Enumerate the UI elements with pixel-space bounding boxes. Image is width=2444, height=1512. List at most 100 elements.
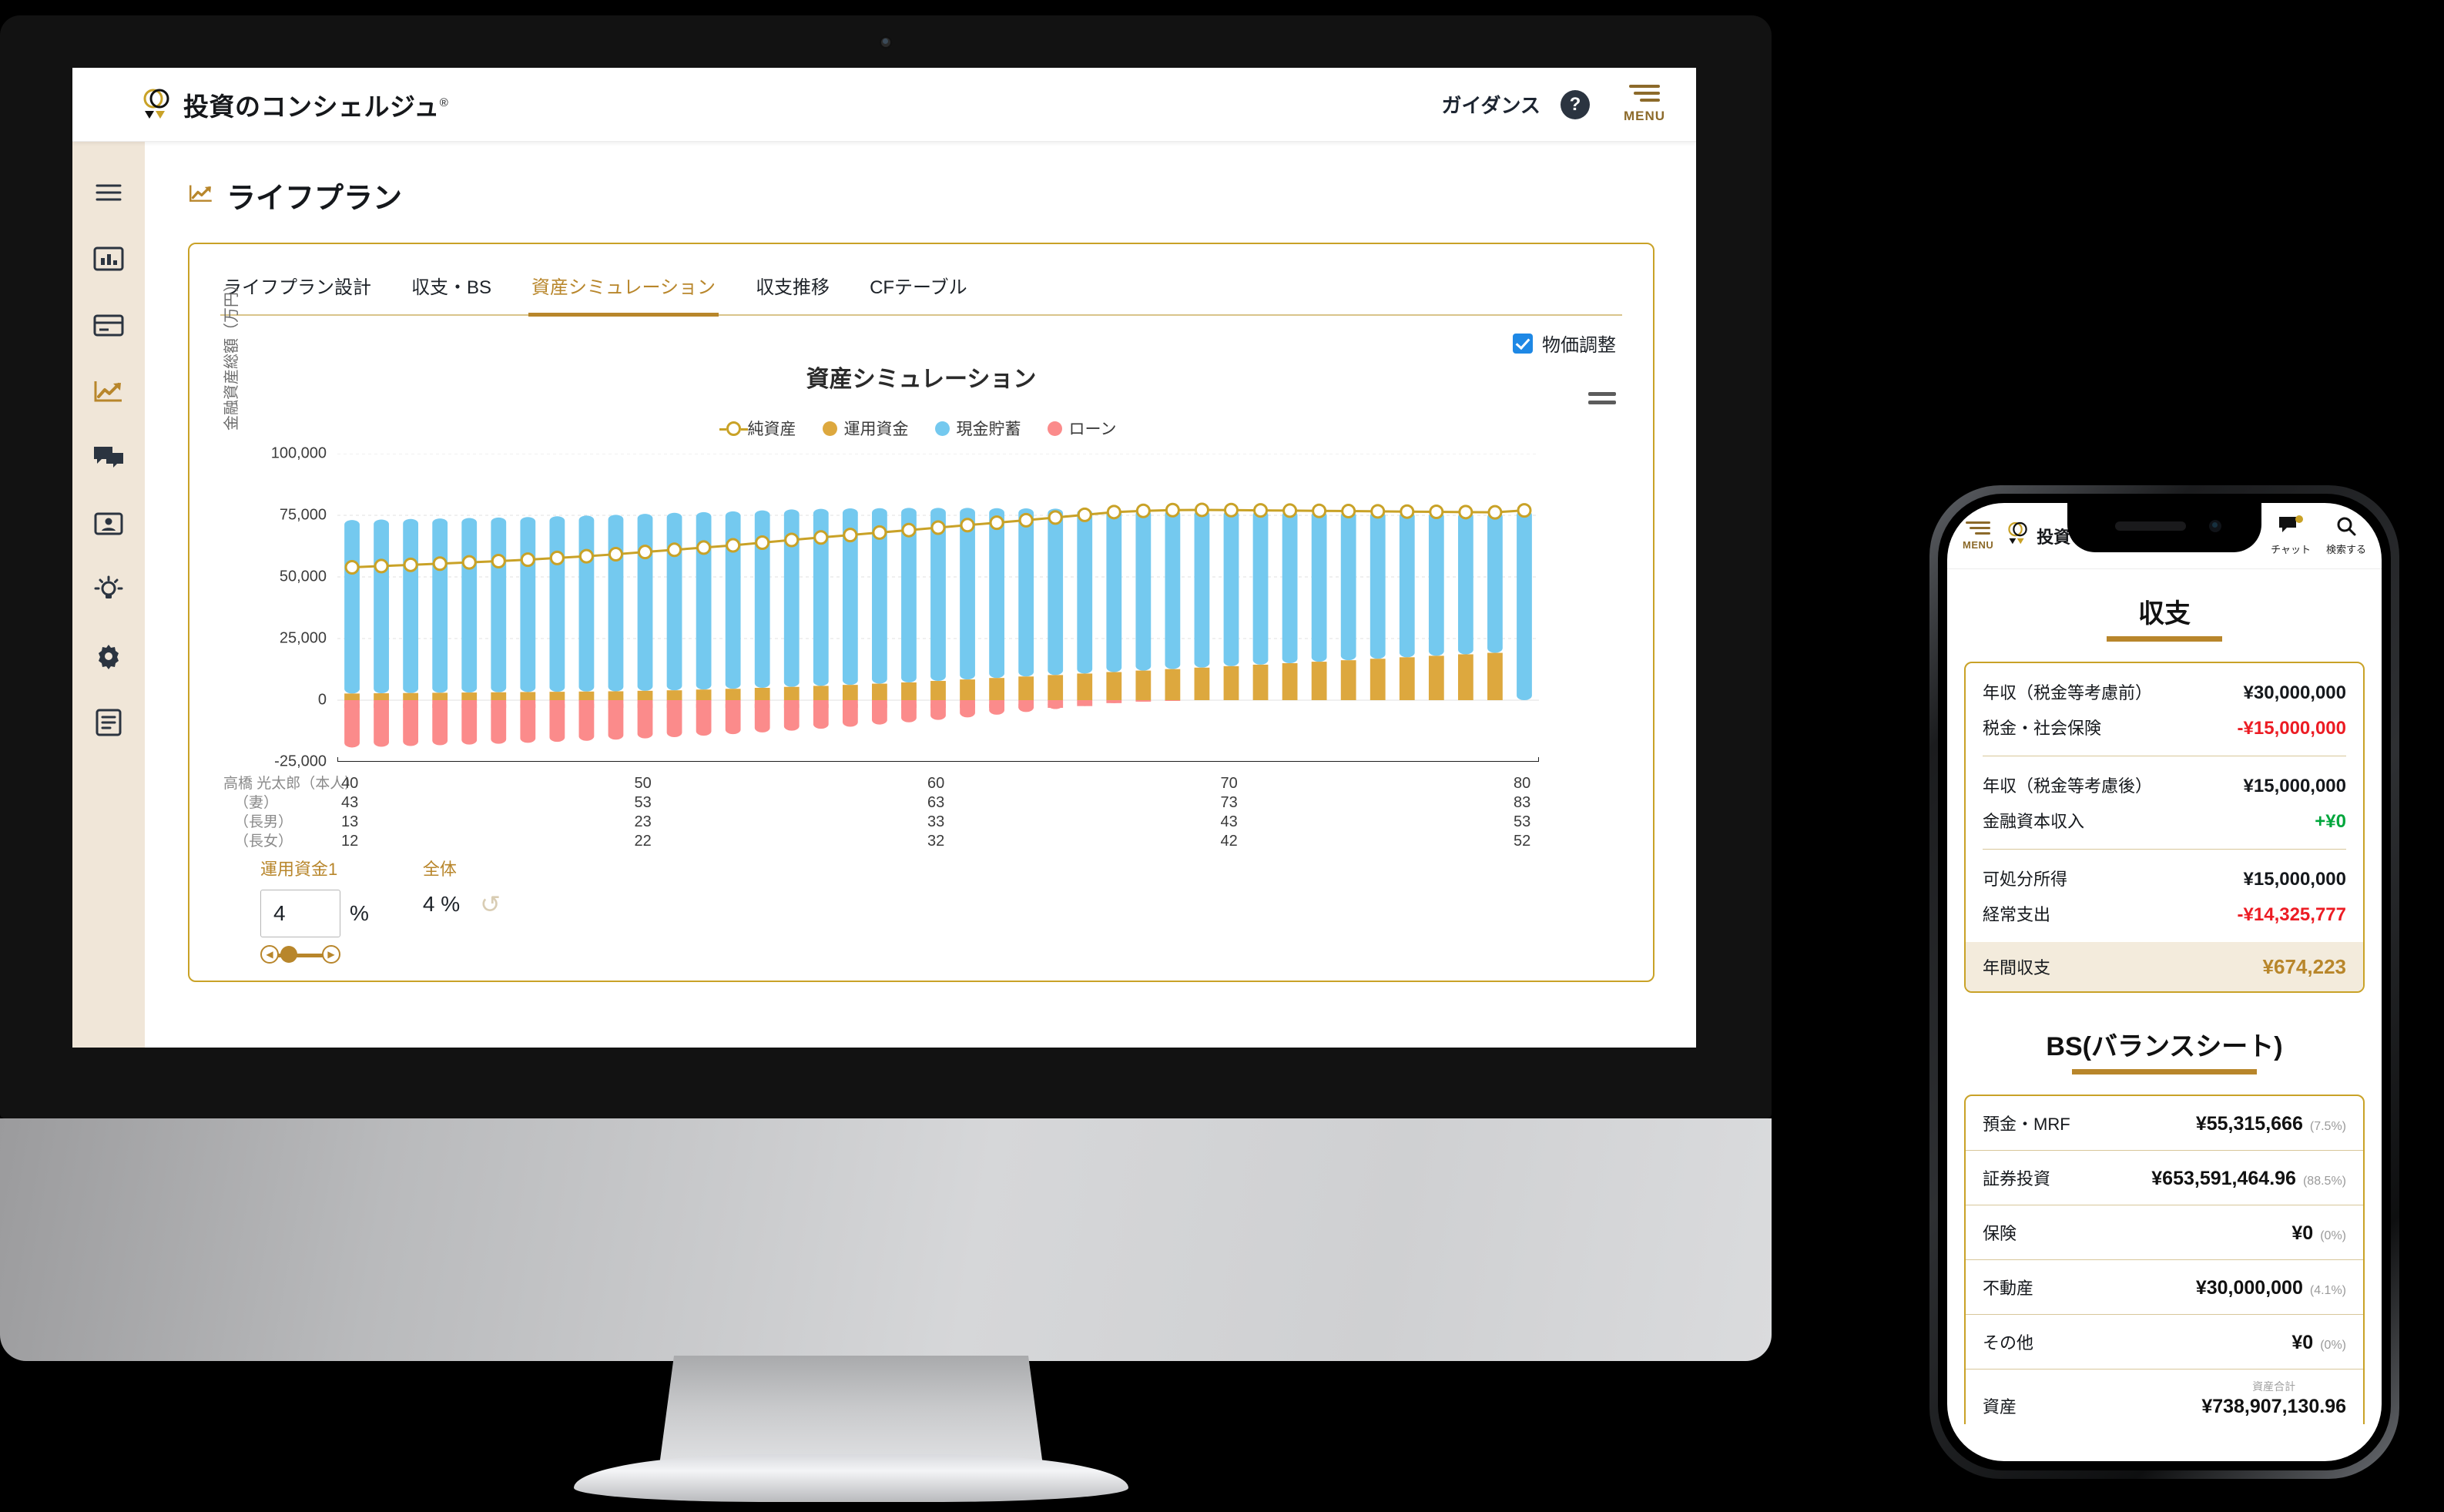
row-value: -¥15,000,000: [2237, 718, 2346, 739]
row-label: 可処分所得: [1983, 870, 2068, 889]
sidebar-item-accounts[interactable]: [92, 308, 126, 342]
line-marker-icon: [719, 421, 748, 436]
tab-asset-simulation[interactable]: 資産シミュレーション: [528, 264, 719, 317]
desktop-screen: 投資のコンシェルジュ® ガイダンス ? MENU: [72, 68, 1696, 1048]
row-label: 金融資本収入: [1983, 812, 2085, 831]
tab-bar: ライフプラン設計 収支・BS 資産シミュレーション 収支推移 CFテーブル: [220, 264, 1622, 317]
main-content: ライフプラン ライフプラン設計 収支・BS 資産シミュレーション 収支推移 CF…: [145, 142, 1696, 1048]
tab-cf-table[interactable]: CFテーブル: [870, 277, 967, 298]
age-value: 13: [341, 813, 359, 830]
legend-item-cash[interactable]: 現金貯蓄: [934, 417, 1021, 440]
mobile-body: 収支 年収（税金等考慮前） ¥30,000,000 税金・社会保険 -: [1947, 569, 2382, 1424]
desktop-monitor: 投資のコンシェルジュ® ガイダンス ? MENU: [0, 0, 1772, 1463]
title-underline: [2072, 1069, 2257, 1074]
simulation-panel: ライフプラン設計 収支・BS 資産シミュレーション 収支推移 CFテーブル 物価…: [188, 243, 1654, 982]
sidebar-item-documents[interactable]: [92, 706, 126, 739]
sidebar-item-dashboard[interactable]: [92, 242, 126, 276]
sidebar-item-ideas[interactable]: [92, 573, 126, 607]
row-value: ¥30,000,000: [2195, 1277, 2303, 1299]
bs-row: 保険 ¥0 (0%): [1966, 1205, 2363, 1259]
row-value: ¥653,591,464.96: [2151, 1168, 2296, 1189]
webcam-icon: [879, 35, 893, 49]
tab-lifeplan-design[interactable]: ライフプラン設計: [223, 277, 371, 298]
age-tick-column: 50 53 23 22: [635, 774, 652, 851]
income-row: 税金・社会保険 -¥15,000,000: [1983, 709, 2346, 745]
mobile-chat-button[interactable]: チャット: [2271, 515, 2311, 556]
sidebar-rail: [72, 142, 145, 1048]
hamburger-icon: [1628, 85, 1660, 106]
age-value: 50: [634, 775, 652, 792]
age-value: 22: [634, 833, 652, 850]
income-group-3: 可処分所得 ¥15,000,000 経常支出 -¥14,325,777: [1966, 850, 2363, 942]
page-title: ライフプラン: [188, 174, 1654, 216]
income-section-title: 収支: [2138, 599, 2191, 629]
slider-handle[interactable]: [280, 946, 297, 963]
row-value: ¥15,000,000: [2243, 776, 2346, 796]
help-icon[interactable]: ?: [1560, 89, 1590, 119]
row-value: +¥0: [2315, 811, 2346, 832]
row-label: その他: [1983, 1333, 2034, 1353]
age-tick-column: 80 83 53 52: [1514, 774, 1530, 851]
undo-icon[interactable]: ↺: [480, 890, 501, 918]
header-actions: ガイダンス ? MENU: [1441, 85, 1696, 124]
age-row-labels: 高橋 光太郎（本人） （妻） （長男） （長女）: [223, 774, 359, 851]
age-row-label: 高橋 光太郎（本人）: [223, 776, 360, 792]
divider: [1983, 849, 2346, 850]
monitor-chin: [0, 1118, 1772, 1361]
age-value: 70: [1220, 775, 1238, 792]
tab-income-bs[interactable]: 収支・BS: [411, 277, 492, 298]
fund-label: 運用資金1: [260, 860, 338, 879]
sidebar-item-profile[interactable]: [92, 507, 126, 541]
fund-rate-input[interactable]: 4: [260, 890, 340, 937]
y-axis-label: 金融資産総額（万円）: [223, 277, 240, 431]
age-value: 43: [341, 794, 359, 811]
age-tick-column: 60 63 33 32: [927, 774, 944, 851]
menu-button[interactable]: MENU: [1624, 85, 1665, 124]
row-value: ¥55,315,666: [2195, 1113, 2303, 1135]
menu-label: MENU: [1623, 109, 1665, 123]
y-axis-tick: 0: [317, 691, 327, 709]
tab-income-trend[interactable]: 収支推移: [756, 277, 830, 298]
mobile-menu-label: MENU: [1963, 538, 1994, 551]
slider-decrease-icon[interactable]: ◀: [260, 945, 279, 964]
sidebar-item-lifeplan[interactable]: [92, 374, 126, 408]
inflation-adjust-checkbox[interactable]: 物価調整: [1513, 330, 1616, 357]
slider-increase-icon[interactable]: ▶: [322, 945, 340, 964]
bs-row: 不動産 ¥30,000,000 (4.1%): [1966, 1259, 2363, 1314]
age-row-label: （長女）: [234, 833, 293, 850]
legend-label: 運用資金: [843, 421, 909, 438]
bs-total-row: 資産 資産合計 ¥738,907,130.96: [1966, 1369, 2363, 1424]
guidance-label[interactable]: ガイダンス: [1441, 94, 1540, 117]
chart-menu-icon[interactable]: [1588, 392, 1616, 409]
whole-label: 全体: [422, 860, 457, 879]
phone-screen: MENU 投資のコンシェルジュ: [1947, 503, 2382, 1461]
bs-row: 預金・MRF ¥55,315,666 (7.5%): [1966, 1096, 2363, 1150]
sidebar-item-menu[interactable]: [92, 176, 126, 210]
row-percent: (0%): [2320, 1229, 2346, 1242]
legend-item-networth[interactable]: 純資産: [719, 417, 796, 440]
balance-sheet-card: 預金・MRF ¥55,315,666 (7.5%) 証券投資 ¥653,591,…: [1964, 1095, 2365, 1424]
sidebar-item-chat[interactable]: [92, 441, 126, 474]
sidebar-item-settings[interactable]: [92, 639, 126, 673]
legend-item-investment[interactable]: 運用資金: [822, 417, 909, 440]
checkbox-checked-icon: [1513, 333, 1533, 354]
chat-icon: [2278, 515, 2304, 539]
row-label: 資産: [1983, 1397, 2017, 1416]
row-label: 年間収支: [1983, 958, 2051, 977]
whole-value: 4 %: [422, 892, 461, 916]
legend-item-loan[interactable]: ローン: [1047, 417, 1117, 440]
age-row-label: （長男）: [234, 814, 293, 830]
y-axis-tick: 100,000: [270, 444, 327, 462]
brand-logo[interactable]: 投資のコンシェルジュ®: [140, 86, 448, 123]
income-group-1: 年収（税金等考慮前） ¥30,000,000 税金・社会保険 -¥15,000,…: [1966, 663, 2363, 756]
y-axis-tick: -25,000: [274, 753, 327, 770]
fund-rate-slider[interactable]: ◀ ▶: [260, 945, 340, 965]
legend-label: ローン: [1068, 421, 1117, 438]
mobile-search-button[interactable]: 検索する: [2326, 515, 2366, 556]
mobile-menu-button[interactable]: MENU: [1963, 521, 1993, 551]
age-value: 60: [927, 775, 945, 792]
income-row: 年収（税金等考慮後） ¥15,000,000: [1983, 767, 2346, 803]
inflation-adjust-label: 物価調整: [1542, 335, 1616, 356]
front-camera-icon: [2209, 520, 2221, 532]
